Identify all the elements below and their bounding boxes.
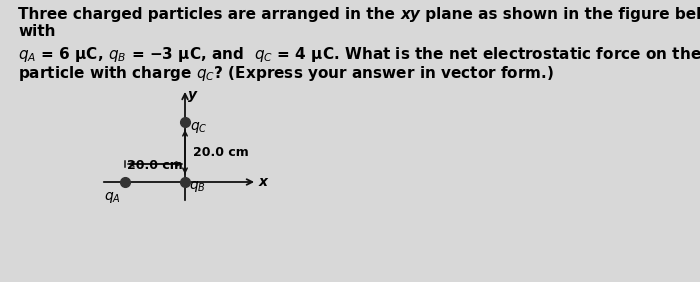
Text: $q_A$ = 6 μC, $q_B$ = −3 μC, and  $q_C$ = 4 μC. What is the net electrostatic fo: $q_A$ = 6 μC, $q_B$ = −3 μC, and $q_C$ =… — [18, 45, 700, 64]
Text: with: with — [18, 24, 55, 39]
Text: $q_A$: $q_A$ — [104, 190, 121, 205]
Text: $q_C$: $q_C$ — [190, 120, 208, 135]
Text: plane as shown in the figure below,: plane as shown in the figure below, — [420, 7, 700, 22]
Text: x: x — [258, 175, 267, 189]
Text: $q_B$: $q_B$ — [189, 179, 206, 194]
Text: 20.0 cm: 20.0 cm — [193, 146, 248, 158]
Text: y: y — [188, 88, 197, 102]
Text: particle with charge $q_C$? (Express your answer in vector form.): particle with charge $q_C$? (Express you… — [18, 64, 554, 83]
Text: xy: xy — [400, 7, 420, 22]
Text: Three charged particles are arranged in the: Three charged particles are arranged in … — [18, 7, 400, 22]
Text: 20.0 cm: 20.0 cm — [127, 159, 183, 172]
